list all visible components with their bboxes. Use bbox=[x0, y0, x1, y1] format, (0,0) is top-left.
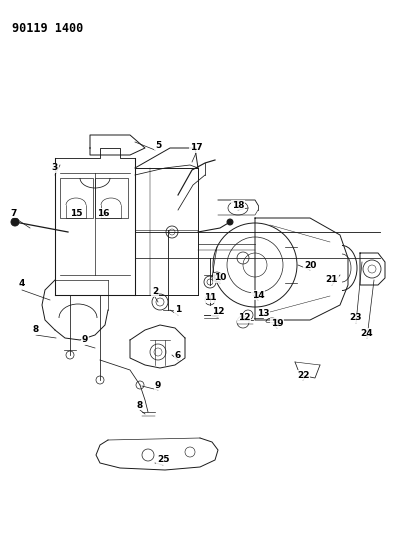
Text: 7: 7 bbox=[11, 208, 17, 217]
Text: 4: 4 bbox=[19, 279, 25, 288]
Bar bbox=[95, 178, 128, 218]
Text: 16: 16 bbox=[97, 208, 109, 217]
Text: 22: 22 bbox=[297, 370, 309, 379]
Text: 5: 5 bbox=[155, 141, 161, 149]
Text: 21: 21 bbox=[326, 276, 338, 285]
Text: 12: 12 bbox=[212, 308, 224, 317]
Text: 13: 13 bbox=[257, 309, 269, 318]
Text: 18: 18 bbox=[232, 200, 244, 209]
Text: 9: 9 bbox=[82, 335, 88, 344]
Text: 15: 15 bbox=[70, 208, 82, 217]
Text: 12: 12 bbox=[238, 313, 250, 322]
Text: 14: 14 bbox=[252, 290, 264, 300]
Text: 24: 24 bbox=[361, 328, 373, 337]
Text: 8: 8 bbox=[33, 326, 39, 335]
Bar bbox=[60, 178, 93, 218]
Text: 2: 2 bbox=[152, 287, 158, 296]
Text: 6: 6 bbox=[175, 351, 181, 359]
Text: 3: 3 bbox=[52, 164, 58, 173]
Text: 17: 17 bbox=[190, 143, 202, 152]
Text: 1: 1 bbox=[175, 305, 181, 314]
Text: 8: 8 bbox=[137, 400, 143, 409]
Circle shape bbox=[227, 219, 233, 225]
Text: 20: 20 bbox=[304, 261, 316, 270]
Text: 9: 9 bbox=[155, 381, 161, 390]
Text: 23: 23 bbox=[350, 313, 362, 322]
Text: 10: 10 bbox=[214, 273, 226, 282]
Text: 11: 11 bbox=[204, 294, 216, 303]
Text: 25: 25 bbox=[157, 456, 169, 464]
Text: 19: 19 bbox=[271, 319, 283, 327]
Text: 90119 1400: 90119 1400 bbox=[12, 22, 83, 35]
Circle shape bbox=[11, 218, 19, 226]
